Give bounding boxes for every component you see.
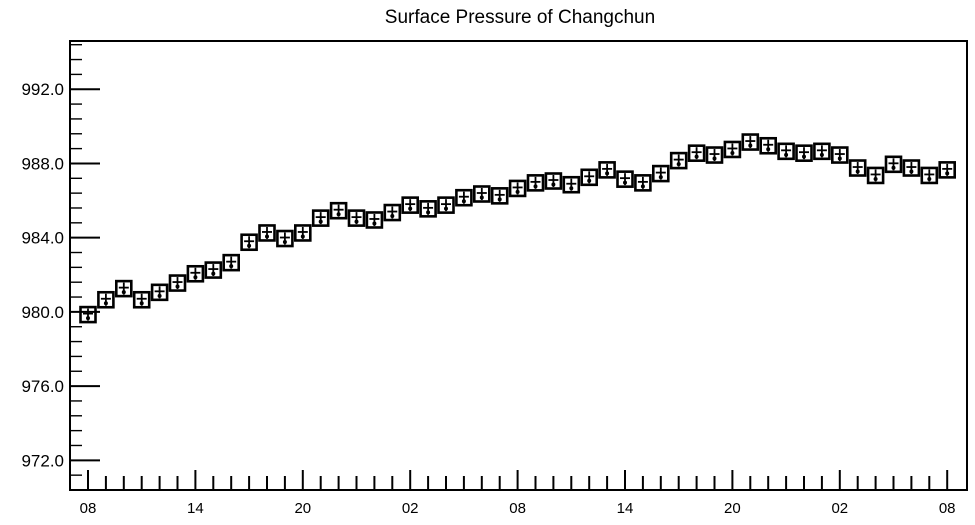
y-tick-label: 992.0 xyxy=(21,80,64,99)
data-point xyxy=(347,209,366,227)
data-point xyxy=(186,264,205,283)
data-point xyxy=(365,211,384,229)
data-point xyxy=(920,166,939,185)
data-point xyxy=(848,159,867,177)
y-tick-label: 984.0 xyxy=(21,229,64,248)
y-tick-label: 976.0 xyxy=(21,377,64,396)
data-point xyxy=(651,164,670,183)
data-point xyxy=(884,155,903,174)
x-tick-label: 14 xyxy=(617,500,634,517)
x-tick-label: 08 xyxy=(509,500,526,517)
x-tick-label: 02 xyxy=(831,500,848,517)
data-point xyxy=(902,159,921,177)
data-point xyxy=(276,229,294,248)
data-point xyxy=(669,151,688,170)
y-tick-label: 988.0 xyxy=(21,154,64,173)
x-tick-label: 20 xyxy=(724,500,741,517)
data-point xyxy=(813,142,831,161)
x-axis: 08 14 20 02 08 14 20 02 08 xyxy=(80,470,956,517)
data-point xyxy=(687,144,706,162)
data-markers xyxy=(79,133,957,324)
data-point xyxy=(293,224,312,242)
data-point xyxy=(795,144,813,162)
y-tick-label: 972.0 xyxy=(21,451,64,470)
data-point xyxy=(204,261,223,279)
data-point xyxy=(490,187,509,205)
data-point xyxy=(455,188,473,207)
x-tick-label: 20 xyxy=(294,500,311,517)
data-point xyxy=(150,283,169,302)
data-point xyxy=(79,305,97,324)
chart-title: Surface Pressure of Changchun xyxy=(385,7,655,28)
data-point xyxy=(168,274,187,292)
data-point xyxy=(240,233,258,252)
data-point xyxy=(329,201,348,220)
data-point xyxy=(222,253,240,272)
data-point xyxy=(562,175,581,194)
data-point xyxy=(401,196,420,214)
y-axis: 972.0 976.0 980.0 984.0 988.0 992.0 xyxy=(21,44,100,491)
x-tick-label: 08 xyxy=(80,500,97,517)
data-point xyxy=(132,290,151,309)
data-point xyxy=(544,172,563,190)
data-point xyxy=(705,146,724,164)
x-tick-label: 14 xyxy=(187,500,204,517)
data-point xyxy=(741,133,760,151)
data-point xyxy=(383,203,402,222)
data-point xyxy=(598,161,616,179)
data-point xyxy=(508,179,527,198)
data-point xyxy=(616,170,634,188)
data-point xyxy=(580,168,599,187)
data-point xyxy=(526,174,545,192)
data-point xyxy=(115,279,133,298)
data-point xyxy=(777,142,795,161)
data-point xyxy=(634,174,652,192)
data-point xyxy=(830,146,849,164)
data-point xyxy=(419,200,437,218)
x-tick-label: 02 xyxy=(402,500,419,517)
data-point xyxy=(938,161,957,179)
y-tick-label: 980.0 xyxy=(21,303,64,322)
data-point xyxy=(472,185,491,203)
data-point xyxy=(311,209,330,227)
data-point xyxy=(258,224,276,242)
data-point xyxy=(437,196,455,214)
x-tick-label: 08 xyxy=(939,500,956,517)
data-point xyxy=(97,290,115,309)
data-point xyxy=(866,166,885,185)
data-point xyxy=(759,136,778,155)
data-point xyxy=(723,140,742,159)
